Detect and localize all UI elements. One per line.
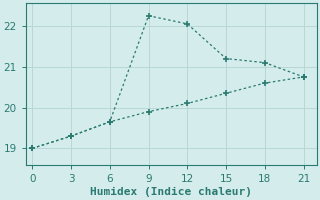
X-axis label: Humidex (Indice chaleur): Humidex (Indice chaleur)	[90, 186, 252, 197]
